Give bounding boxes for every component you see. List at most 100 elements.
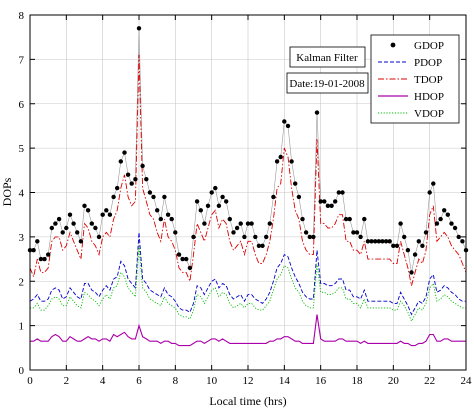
gdop-point [253, 234, 258, 240]
gdop-point [67, 212, 73, 217]
gdop-point [56, 216, 62, 222]
x-tick-label: 20 [388, 375, 400, 387]
gdop-point [285, 123, 291, 129]
gdop-point [376, 239, 381, 244]
x-tick-label: 6 [136, 375, 142, 387]
gdop-point [274, 159, 280, 164]
y-tick-label: 3 [19, 232, 25, 244]
y-tick-label: 5 [19, 143, 25, 155]
legend-hdop-label: HDOP [414, 91, 444, 103]
x-tick-label: 12 [243, 375, 254, 387]
x-tick-label: 2 [64, 375, 70, 387]
x-tick-label: 22 [424, 375, 435, 387]
gdop-point [427, 190, 432, 195]
annotation-date: Date:19-01-2008 [286, 72, 369, 94]
gdop-point [391, 243, 396, 248]
gdop-point [351, 230, 356, 235]
annotation-kalman-text: Kalman Filter [296, 52, 358, 64]
gdop-point [289, 159, 294, 164]
gdop-point [383, 239, 389, 244]
gdop-point [205, 203, 211, 208]
gdop-point [387, 239, 392, 244]
gdop-point [318, 199, 323, 204]
gdop-point [442, 208, 447, 213]
gdop-point [202, 221, 207, 226]
gdop-point [35, 239, 40, 244]
gdop-point [216, 203, 222, 208]
gdop-markers [27, 26, 469, 275]
gdop-point [311, 234, 316, 240]
gdop-point [416, 239, 421, 244]
gdop-point [42, 256, 47, 262]
gdop-point [343, 216, 349, 222]
gdop-point [405, 248, 411, 253]
gdop-point [373, 239, 378, 244]
gdop-point [231, 230, 236, 235]
annotation-kalman-filter: Kalman Filter [289, 46, 366, 68]
x-tick-label: 18 [352, 375, 364, 387]
gdop-point [260, 243, 265, 248]
x-tick-label: 4 [100, 375, 106, 387]
gdop-point [329, 203, 334, 208]
gdop-point [300, 216, 305, 222]
gdop-point [249, 221, 254, 226]
gdop-point [303, 230, 309, 235]
gdop-point [104, 208, 109, 213]
gdop-point [158, 216, 163, 222]
gdop-point [151, 194, 156, 200]
gdop-point [49, 225, 54, 231]
annotation-date-box [286, 72, 369, 94]
x-axis-title: Local time (hrs) [209, 394, 286, 408]
annotation-date-text: Date:19-01-2008 [289, 78, 365, 90]
gdop-point [169, 216, 174, 222]
x-tick-label: 14 [279, 375, 291, 387]
gdop-point [224, 199, 229, 204]
y-tick-label: 0 [19, 365, 25, 377]
gdop-point [176, 252, 182, 257]
gdop-point [122, 150, 127, 155]
gdop-point [296, 194, 302, 200]
gdop-point [307, 234, 312, 240]
gdop-point [115, 185, 120, 191]
gdop-point [38, 256, 44, 262]
y-axis-title: DOPs [0, 177, 14, 206]
gdop-point [271, 194, 276, 200]
gdop-point [180, 256, 185, 262]
y-tick-label: 4 [19, 188, 25, 200]
gdop-point [380, 239, 385, 244]
y-tick-label: 8 [19, 10, 25, 22]
y-tick-label: 2 [19, 276, 25, 288]
gdop-point [264, 234, 269, 240]
gdop-point [293, 181, 298, 186]
gdop-point [365, 239, 371, 244]
gdop-point [449, 221, 454, 226]
gdop-point [140, 163, 145, 169]
y-tick-label: 1 [19, 321, 25, 333]
x-tick-label: 16 [315, 375, 327, 387]
gdop-point [107, 212, 113, 217]
legend-box [370, 34, 460, 124]
gdop-point [213, 185, 218, 191]
gdop-point [358, 234, 363, 240]
gdop-point [460, 239, 465, 244]
gdop-point [227, 216, 232, 222]
gdop-point [267, 221, 272, 226]
gdop-point [322, 199, 327, 204]
gdop-point [412, 252, 418, 257]
gdop-point [456, 234, 461, 240]
gdop-point [325, 203, 331, 208]
gdop-point [100, 212, 105, 217]
gdop-point [234, 225, 240, 231]
gdop-point [314, 110, 320, 115]
gdop-point [96, 234, 102, 240]
gdop-point [420, 243, 425, 248]
gdop-point [398, 221, 403, 226]
gdop-point [144, 177, 149, 182]
gdop-point [452, 225, 458, 231]
y-tick-label: 6 [19, 99, 25, 111]
gdop-point [438, 216, 443, 222]
gdop-point [53, 221, 58, 226]
x-tick-label: 24 [461, 375, 473, 387]
gdop-point [125, 172, 131, 177]
